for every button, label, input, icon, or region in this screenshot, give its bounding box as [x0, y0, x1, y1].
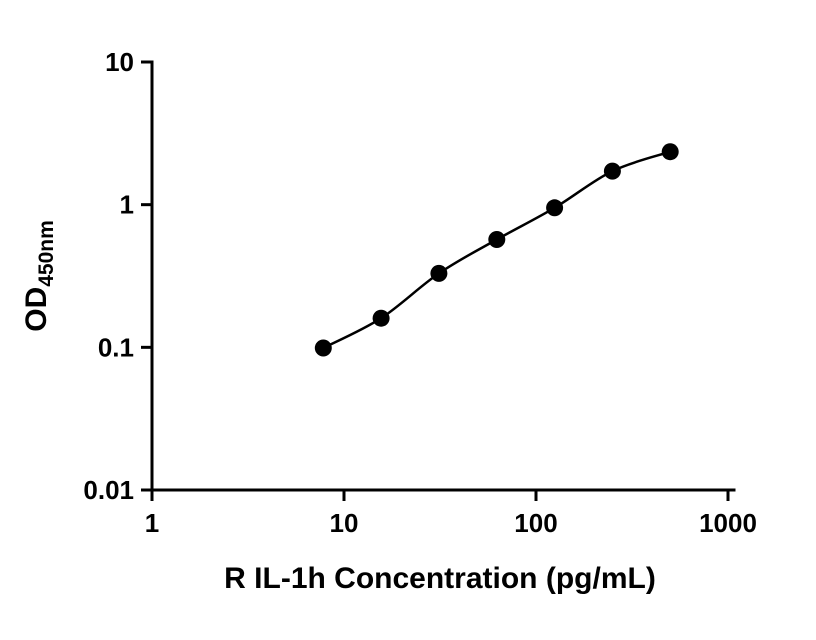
plot-series: [314, 143, 679, 357]
data-point: [603, 162, 621, 180]
y-tick-label: 0.01: [83, 475, 134, 505]
y-axis-ticks: 10 1 0.1 0.01: [83, 47, 152, 505]
x-tick-label: 1000: [699, 508, 757, 538]
y-axis-title-subscript: 450nm: [35, 220, 58, 287]
x-axis-ticks: 1 10 100 1000: [145, 490, 757, 538]
data-point: [661, 143, 679, 161]
data-point: [488, 231, 506, 248]
data-point: [314, 339, 332, 357]
x-tick-label: 10: [330, 508, 359, 538]
y-tick-label: 1: [120, 190, 134, 220]
y-tick-label: 10: [105, 47, 134, 77]
data-point: [372, 309, 390, 327]
y-axis-title-main: OD: [20, 287, 53, 332]
y-axis-title: OD450nm: [20, 220, 58, 332]
y-tick-label: 0.1: [98, 332, 134, 362]
x-tick-label: 1: [145, 508, 159, 538]
x-axis-title: R IL-1h Concentration (pg/mL): [224, 562, 656, 595]
data-point: [546, 199, 564, 217]
x-tick-label: 100: [514, 508, 557, 538]
axes: [150, 60, 736, 492]
data-point: [430, 264, 448, 282]
